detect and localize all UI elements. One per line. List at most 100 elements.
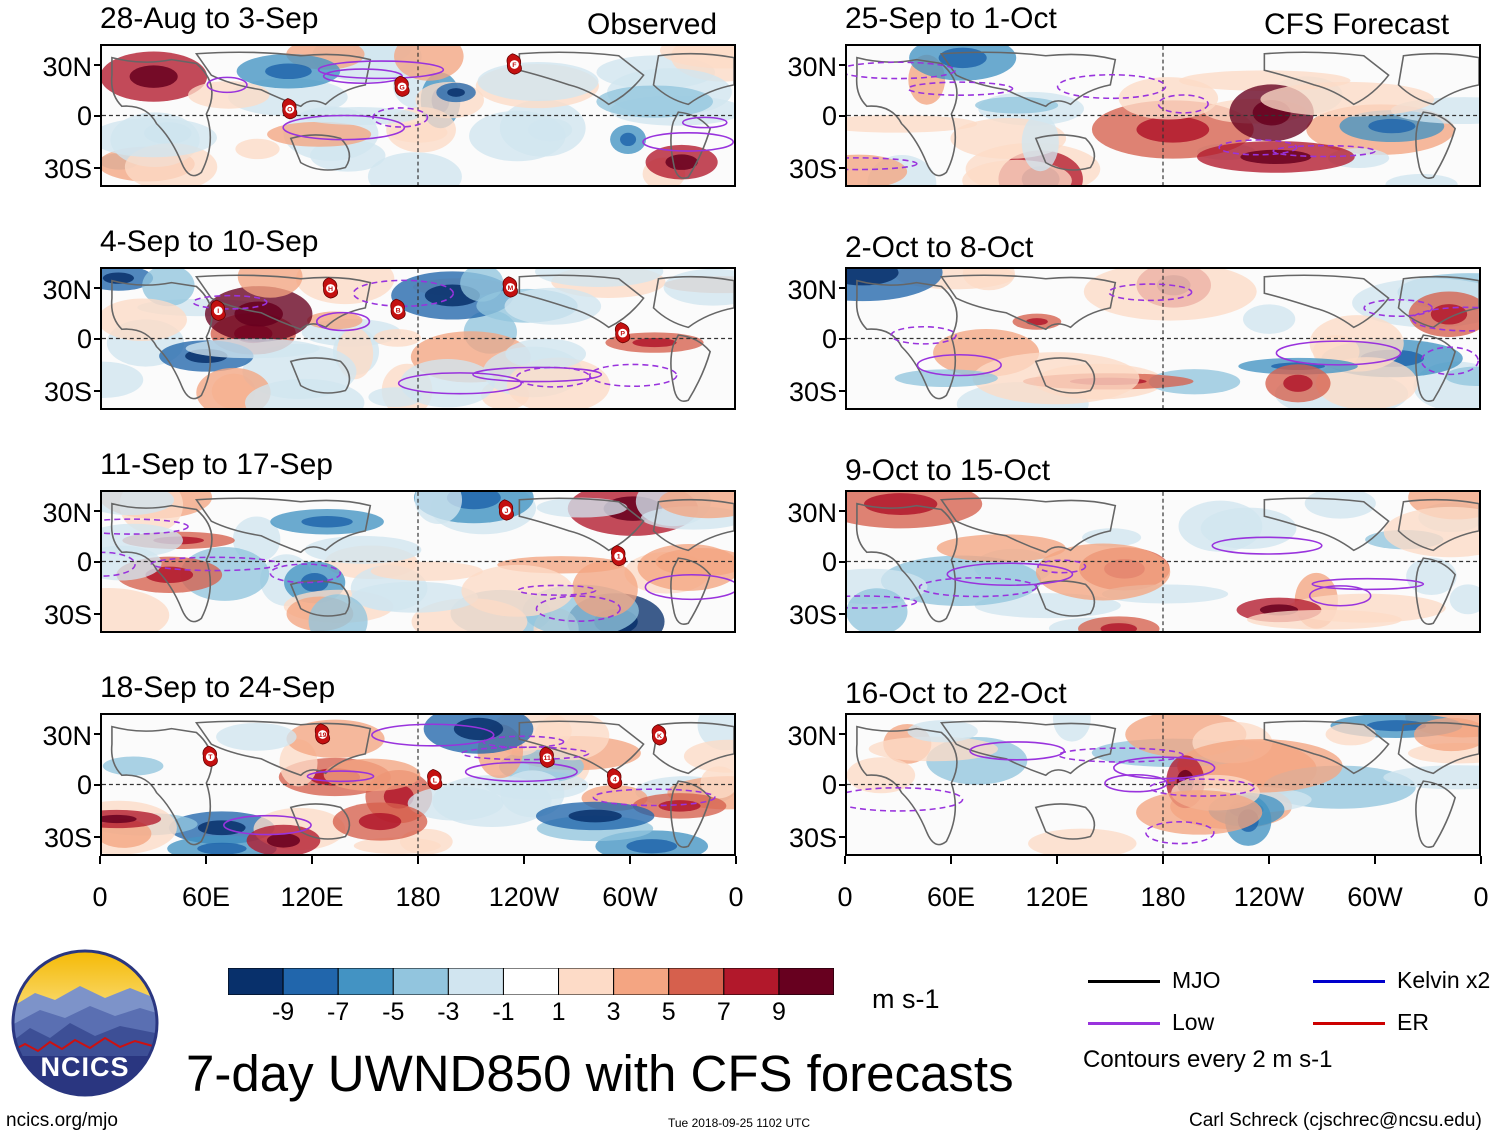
- colorbar: [227, 967, 835, 996]
- legend-line: [1313, 1022, 1385, 1025]
- longitude-label: 0: [1473, 882, 1489, 912]
- legend-line: [1313, 980, 1385, 983]
- lat-tick: [94, 510, 100, 512]
- colorbar-tick-label: -5: [382, 998, 405, 1026]
- map-panel: B M P I H: [100, 267, 736, 410]
- latitude-label: 30S: [43, 377, 92, 407]
- svg-text:I: I: [217, 308, 219, 315]
- colorbar-units: m s-1: [872, 984, 940, 1014]
- colorbar-tick-label: -1: [492, 998, 515, 1026]
- panel-period-title: 18-Sep to 24-Sep: [100, 671, 336, 704]
- svg-text:F: F: [512, 62, 516, 69]
- lat-tick: [94, 287, 100, 289]
- latitude-label: 30S: [788, 600, 837, 630]
- map-panel: [845, 267, 1481, 410]
- lon-tick: [844, 856, 846, 864]
- colorbar-tick-label: 7: [716, 998, 731, 1026]
- lat-tick: [94, 390, 100, 392]
- svg-text:M: M: [508, 285, 514, 292]
- colorbar-tick-label: 1: [551, 998, 566, 1026]
- longitude-label: 60W: [602, 882, 658, 912]
- colorbar-swatch: [282, 967, 339, 996]
- colorbar-swatch: [227, 967, 284, 996]
- lat-tick: [839, 390, 845, 392]
- anomaly-field: 4 T 19 L 11 K: [102, 715, 734, 854]
- storm-marker: O: [282, 98, 298, 120]
- longitude-label: 180: [395, 882, 441, 912]
- latitude-label: 0: [821, 324, 837, 354]
- longitude-label: 120E: [280, 882, 344, 912]
- colorbar-tick-label: -3: [437, 998, 460, 1026]
- lon-tick: [205, 856, 207, 864]
- colorbar-tick-label: 9: [771, 998, 786, 1026]
- longitude-label: 0: [728, 882, 744, 912]
- ncics-logo: NCICS: [10, 948, 160, 1098]
- storm-marker: J: [498, 499, 514, 521]
- svg-text:O: O: [287, 107, 293, 114]
- lon-tick: [1056, 856, 1058, 864]
- longitude-label: 60W: [1347, 882, 1403, 912]
- storm-marker: K: [651, 724, 667, 746]
- lat-tick: [94, 836, 100, 838]
- lon-tick: [629, 856, 631, 864]
- lat-tick: [839, 510, 845, 512]
- latitude-label: 0: [76, 770, 92, 800]
- legend-label: Kelvin x2: [1397, 967, 1491, 993]
- latitude-label: 30N: [42, 721, 92, 751]
- lat-tick: [839, 115, 845, 117]
- map-panel: O G F: [100, 44, 736, 187]
- lat-tick: [839, 836, 845, 838]
- lat-tick: [839, 561, 845, 563]
- colorbar-tick-label: 3: [606, 998, 621, 1026]
- latitude-label: 30N: [787, 52, 837, 82]
- latitude-label: 30S: [788, 377, 837, 407]
- lon-tick: [523, 856, 525, 864]
- lat-tick: [94, 733, 100, 735]
- anomaly-field: J1: [102, 492, 734, 631]
- longitude-label: 120E: [1025, 882, 1089, 912]
- lat-tick: [839, 338, 845, 340]
- ncics-logo-graphic: [11, 949, 159, 1097]
- storm-marker: P: [614, 322, 631, 344]
- anomaly-field: [847, 269, 1479, 408]
- anomaly-field: [847, 715, 1479, 854]
- lon-tick: [311, 856, 313, 864]
- panel-period-title: 16-Oct to 22-Oct: [845, 677, 1067, 710]
- colorbar-swatch: [502, 967, 560, 996]
- latitude-label: 30S: [788, 154, 837, 184]
- longitude-label: 120W: [1233, 882, 1305, 912]
- storm-marker: 19: [314, 723, 331, 745]
- latitude-label: 30S: [43, 823, 92, 853]
- anomaly-field: B M P I H: [102, 269, 734, 408]
- anomaly-field: [847, 46, 1479, 185]
- svg-text:P: P: [620, 331, 625, 338]
- map-panel: [845, 490, 1481, 633]
- lat-tick: [94, 64, 100, 66]
- latitude-label: 30N: [787, 275, 837, 305]
- storm-marker: T: [202, 745, 218, 767]
- colorbar-tick-label: -7: [327, 998, 350, 1026]
- lat-tick: [94, 167, 100, 169]
- lat-tick: [94, 115, 100, 117]
- longitude-label: 120W: [488, 882, 560, 912]
- storm-marker: B: [390, 298, 406, 320]
- lat-tick: [839, 784, 845, 786]
- lat-tick: [94, 338, 100, 340]
- site-url[interactable]: ncics.org/mjo: [6, 1110, 118, 1131]
- lat-tick: [94, 561, 100, 563]
- latitude-label: 30N: [42, 498, 92, 528]
- colorbar-swatch: [392, 967, 449, 996]
- longitude-label: 0: [837, 882, 853, 912]
- latitude-label: 0: [76, 101, 92, 131]
- colorbar-swatch: [723, 967, 780, 996]
- anomaly-field: O G F: [102, 46, 734, 185]
- latitude-label: 0: [821, 547, 837, 577]
- colorbar-swatch: [447, 967, 504, 996]
- longitude-label: 180: [1140, 882, 1186, 912]
- legend-line: [1088, 980, 1160, 983]
- forecast-header: CFS Forecast: [1264, 8, 1450, 41]
- storm-marker: G: [394, 75, 410, 97]
- lon-tick: [99, 856, 101, 864]
- longitude-label: 0: [92, 882, 108, 912]
